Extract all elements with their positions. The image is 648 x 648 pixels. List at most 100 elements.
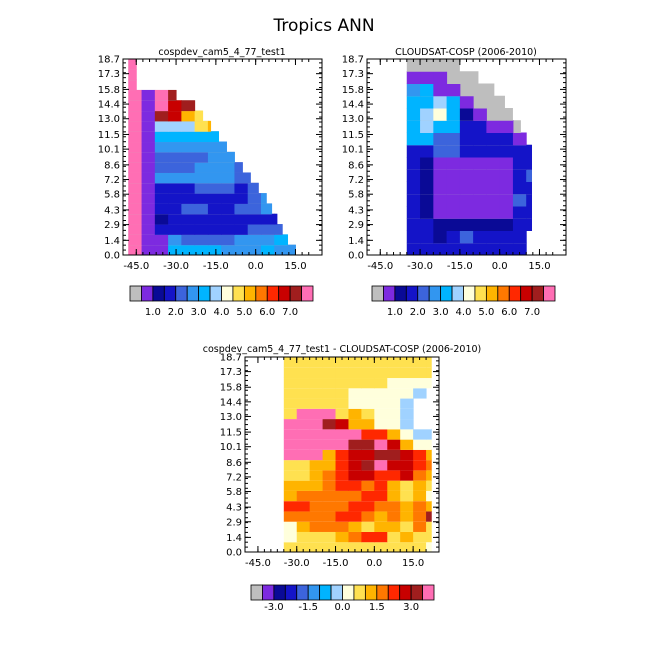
y-tick-label: 7.2 <box>226 472 242 483</box>
heatmap-cell <box>446 95 461 109</box>
colorbar-swatch <box>152 285 165 302</box>
heatmap-cell <box>181 120 196 132</box>
heatmap-cell <box>473 132 487 146</box>
heatmap-cell <box>141 213 156 225</box>
heatmap-cell <box>374 521 388 532</box>
heatmap-cell <box>335 418 349 430</box>
y-tick-label: 1.4 <box>348 236 364 247</box>
heatmap-cell <box>512 169 527 182</box>
colorbar-label: 0.0 <box>335 602 351 613</box>
colorbar-swatch <box>353 584 366 601</box>
heatmap-cell <box>168 131 182 143</box>
heatmap-cell <box>526 181 533 195</box>
x-tick-label: -45.0 <box>367 261 393 272</box>
x-tick-label: -30.0 <box>407 261 433 272</box>
heatmap-cell <box>283 408 298 420</box>
heatmap-cell <box>387 449 401 461</box>
y-tick-label: 4.3 <box>104 205 120 216</box>
heatmap-cell <box>128 120 143 132</box>
y-tick-label: 18.7 <box>98 55 120 66</box>
heatmap-cell <box>260 234 275 246</box>
heatmap-cell <box>446 83 461 97</box>
heatmap-cell <box>400 521 414 532</box>
y-tick-label: 10.1 <box>220 442 242 453</box>
heatmap-cell <box>296 480 311 491</box>
heatmap-cell <box>486 169 501 182</box>
y-tick-label: 1.4 <box>104 236 120 247</box>
colorbar-swatch <box>319 584 332 601</box>
heatmap-cell <box>283 367 298 379</box>
heatmap-cell <box>283 531 298 543</box>
heatmap-cell <box>221 224 235 235</box>
heatmap-cell <box>141 203 156 215</box>
heatmap-cell <box>400 480 414 491</box>
heatmap-cell <box>526 144 533 158</box>
heatmap-cell <box>400 418 414 430</box>
heatmap-cell <box>274 244 289 256</box>
heatmap-cell <box>426 357 432 368</box>
heatmap-cell <box>446 230 461 244</box>
heatmap-cell <box>128 131 143 143</box>
figure-title: Tropics ANN <box>272 16 374 36</box>
heatmap-cell <box>128 182 143 194</box>
heatmap-cell <box>207 182 222 194</box>
colorbar-swatch <box>474 285 487 302</box>
colorbar-swatch <box>422 584 435 601</box>
heatmap-cell <box>296 377 311 389</box>
heatmap-cell <box>207 120 212 132</box>
y-tick-label: 13.0 <box>220 412 242 423</box>
heatmap-cell <box>287 244 296 256</box>
y-tick-label: 11.5 <box>220 428 242 439</box>
heatmap-cell <box>473 206 487 219</box>
heatmap-cell <box>141 244 156 256</box>
heatmap-cell <box>207 131 220 143</box>
heatmap-cell <box>141 100 156 112</box>
heatmap-cell <box>406 181 421 195</box>
y-tick-label: 17.3 <box>220 367 242 378</box>
heatmap-cell <box>260 244 275 256</box>
heatmap-cell <box>486 206 501 219</box>
heatmap-cell <box>247 172 251 184</box>
heatmap-cell <box>348 541 362 553</box>
heatmap-cell <box>335 510 349 522</box>
colorbar-swatch <box>289 285 302 302</box>
heatmap-cell <box>168 141 182 153</box>
heatmap-cell <box>406 95 421 109</box>
heatmap-cell <box>400 459 414 471</box>
heatmap-cell <box>168 110 182 122</box>
heatmap-cell <box>426 439 432 450</box>
heatmap-cell <box>296 449 311 461</box>
heatmap-cell <box>128 110 143 122</box>
colorbar-swatch <box>440 285 453 302</box>
heatmap-cell <box>361 357 375 368</box>
colorbar-label: 7.0 <box>282 307 298 318</box>
heatmap-cell <box>473 144 487 158</box>
heatmap-cell <box>387 439 401 450</box>
colorbar-label: 4.0 <box>456 307 472 318</box>
heatmap-cell <box>234 193 249 204</box>
panel-title-model: cospdev_cam5_4_77_test1 <box>158 47 285 58</box>
colorbar-swatch <box>141 285 154 302</box>
heatmap-cell <box>309 541 324 553</box>
heatmap-cell <box>406 242 421 256</box>
colorbar-swatch <box>508 285 522 302</box>
heatmap-cell <box>296 428 311 440</box>
heatmap-cell <box>374 377 388 389</box>
heatmap-cell <box>387 469 401 481</box>
heatmap-cell <box>413 387 427 399</box>
y-tick-label: 11.5 <box>342 130 364 141</box>
heatmap-cell <box>322 398 337 409</box>
heatmap-cell <box>459 144 474 158</box>
heatmap-cell <box>387 377 401 389</box>
heatmap-cell <box>426 490 432 502</box>
y-tick-label: 15.8 <box>98 85 120 96</box>
y-tick-label: 14.4 <box>220 397 242 408</box>
heatmap-cell <box>361 510 375 522</box>
heatmap-cell <box>168 193 182 204</box>
heatmap-cell <box>322 428 337 440</box>
heatmap-cell <box>348 469 362 481</box>
heatmap-cell <box>194 213 209 225</box>
heatmap-cell <box>426 531 432 543</box>
heatmap-cell <box>141 193 156 204</box>
heatmap-cell <box>221 203 235 215</box>
